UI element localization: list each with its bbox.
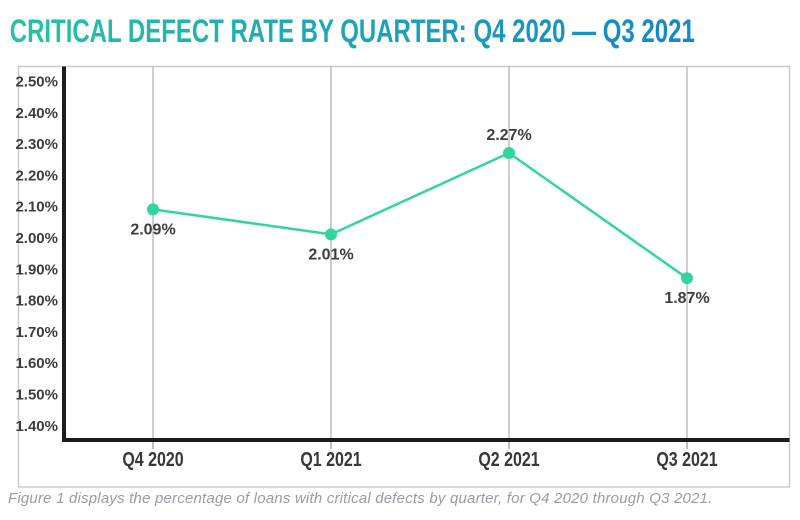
y-tick-label: 2.10% — [15, 199, 58, 216]
x-tick-label-q4-2020: Q4 2020 — [122, 448, 183, 470]
x-tick-label-q2-2021: Q2 2021 — [478, 448, 539, 470]
data-point-label: 2.01% — [308, 246, 353, 263]
data-point-label: 2.09% — [130, 221, 175, 238]
y-tick-label: 2.40% — [15, 105, 58, 122]
data-point-q1-2021 — [325, 228, 337, 241]
figure-caption: Figure 1 displays the percentage of loan… — [8, 490, 713, 507]
chart-title-area: CRITICAL DEFECT RATE BY QUARTER: Q4 2020… — [10, 13, 695, 49]
y-tick-label: 2.50% — [15, 74, 58, 91]
y-tick-label: 2.20% — [15, 167, 58, 184]
y-tick-label: 1.80% — [15, 293, 58, 310]
y-tick-label: 1.90% — [15, 261, 58, 278]
y-tick-label: 2.30% — [15, 136, 58, 153]
data-point-q2-2021 — [503, 146, 515, 159]
y-tick-label: 1.60% — [15, 355, 58, 372]
data-point-q4-2020 — [147, 203, 159, 216]
data-point-label: 1.87% — [664, 290, 709, 307]
y-tick-label: 1.40% — [15, 418, 58, 435]
y-tick-label: 2.00% — [15, 230, 58, 247]
y-tick-label: 1.50% — [15, 387, 58, 404]
x-tick-label-q1-2021: Q1 2021 — [300, 448, 361, 470]
x-tick-label-q3-2021: Q3 2021 — [656, 448, 717, 470]
data-line — [152, 151, 688, 280]
y-tick-label: 1.70% — [15, 324, 58, 341]
data-point-q3-2021 — [681, 272, 693, 285]
page-title: CRITICAL DEFECT RATE BY QUARTER: Q4 2020… — [10, 13, 695, 49]
data-point-label: 2.27% — [486, 127, 531, 144]
figure-border — [17, 65, 791, 488]
